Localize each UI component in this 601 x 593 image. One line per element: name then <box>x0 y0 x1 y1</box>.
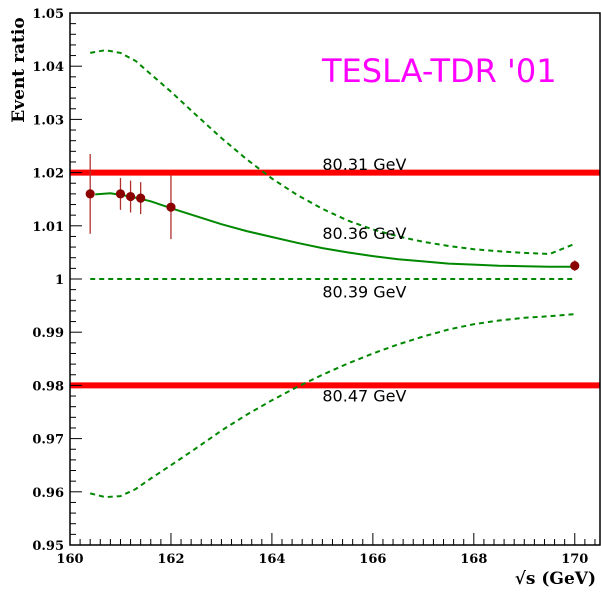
series-line-5 <box>89 313 575 499</box>
y-axis-ticks: 0.95 0.96 0.97 0.98 0.99 1 1.01 1.02 1.03 1.04 1.0… <box>32 7 82 554</box>
x-tick-label: 162 <box>157 552 184 567</box>
curve-annotations: 80.31 GeV 80.36 GeV 80.39 GeV 80.47 GeV <box>322 155 406 405</box>
y-tick-label: 1.01 <box>32 220 64 235</box>
x-tick-label: 166 <box>359 552 386 567</box>
curve-label: 80.31 GeV <box>322 155 406 174</box>
data-point <box>166 202 176 212</box>
y-tick-label: 1.05 <box>32 7 64 22</box>
data-point <box>115 189 126 199</box>
series-line-1 <box>95 192 575 268</box>
series-line-4 <box>90 49 576 256</box>
x-axis-ticks: 160 162 164 166 168 170 <box>56 533 596 567</box>
y-tick-label: 1 <box>55 273 64 288</box>
x-tick-label: 170 <box>561 552 588 567</box>
y-tick-label: 0.96 <box>32 486 64 501</box>
y-tick-label: 0.95 <box>32 539 64 554</box>
data-point <box>125 191 136 202</box>
y-tick-label: 0.98 <box>32 379 64 394</box>
y-tick-label: 1.03 <box>32 113 64 128</box>
x-tick-label: 168 <box>460 552 487 567</box>
y-axis-title: Event ratio <box>9 17 29 122</box>
x-axis-title: √s (GeV) <box>515 569 596 589</box>
y-tick-label: 0.99 <box>32 326 64 341</box>
curve-label: 80.47 GeV <box>322 386 406 405</box>
data-point <box>85 189 95 199</box>
x-tick-label: 160 <box>56 552 83 567</box>
series-lines <box>70 49 600 499</box>
x-tick-label: 164 <box>258 552 285 567</box>
y-tick-label: 1.02 <box>32 167 64 182</box>
data-point <box>570 261 580 271</box>
data-points <box>85 153 580 272</box>
watermark: TESLA-TDR '01 <box>321 52 557 90</box>
y-tick-label: 0.97 <box>32 433 64 448</box>
curve-label: 80.39 GeV <box>322 283 406 302</box>
data-point <box>136 193 146 203</box>
curve-label: 80.36 GeV <box>322 224 406 243</box>
y-tick-label: 1.04 <box>32 60 64 75</box>
